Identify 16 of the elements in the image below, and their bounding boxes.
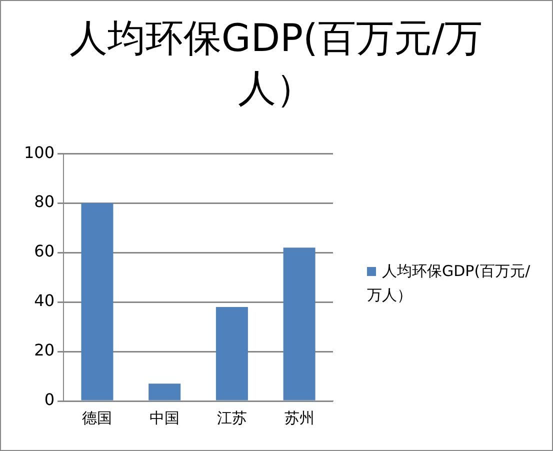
x-tick-label: 中国 [150,408,180,427]
bar [216,306,248,400]
y-tick-label: 60 [34,242,55,261]
x-tick-label: 苏州 [284,408,314,427]
chart-title: 人均环保GDP(百万元/万人） [68,15,484,112]
bar [81,203,114,400]
y-tick-label: 100 [24,142,55,162]
bar [283,248,316,400]
y-tick-label: 0 [44,390,55,410]
y-tick-label: 20 [34,340,55,360]
legend-label: 人均环保GDP(百万元/万人） [367,262,530,304]
x-tick-label: 江苏 [216,408,247,427]
y-tick-label: 40 [34,291,55,310]
y-tick-label: 80 [34,192,55,212]
x-tick-label: 德国 [82,408,112,427]
bar [148,384,181,400]
